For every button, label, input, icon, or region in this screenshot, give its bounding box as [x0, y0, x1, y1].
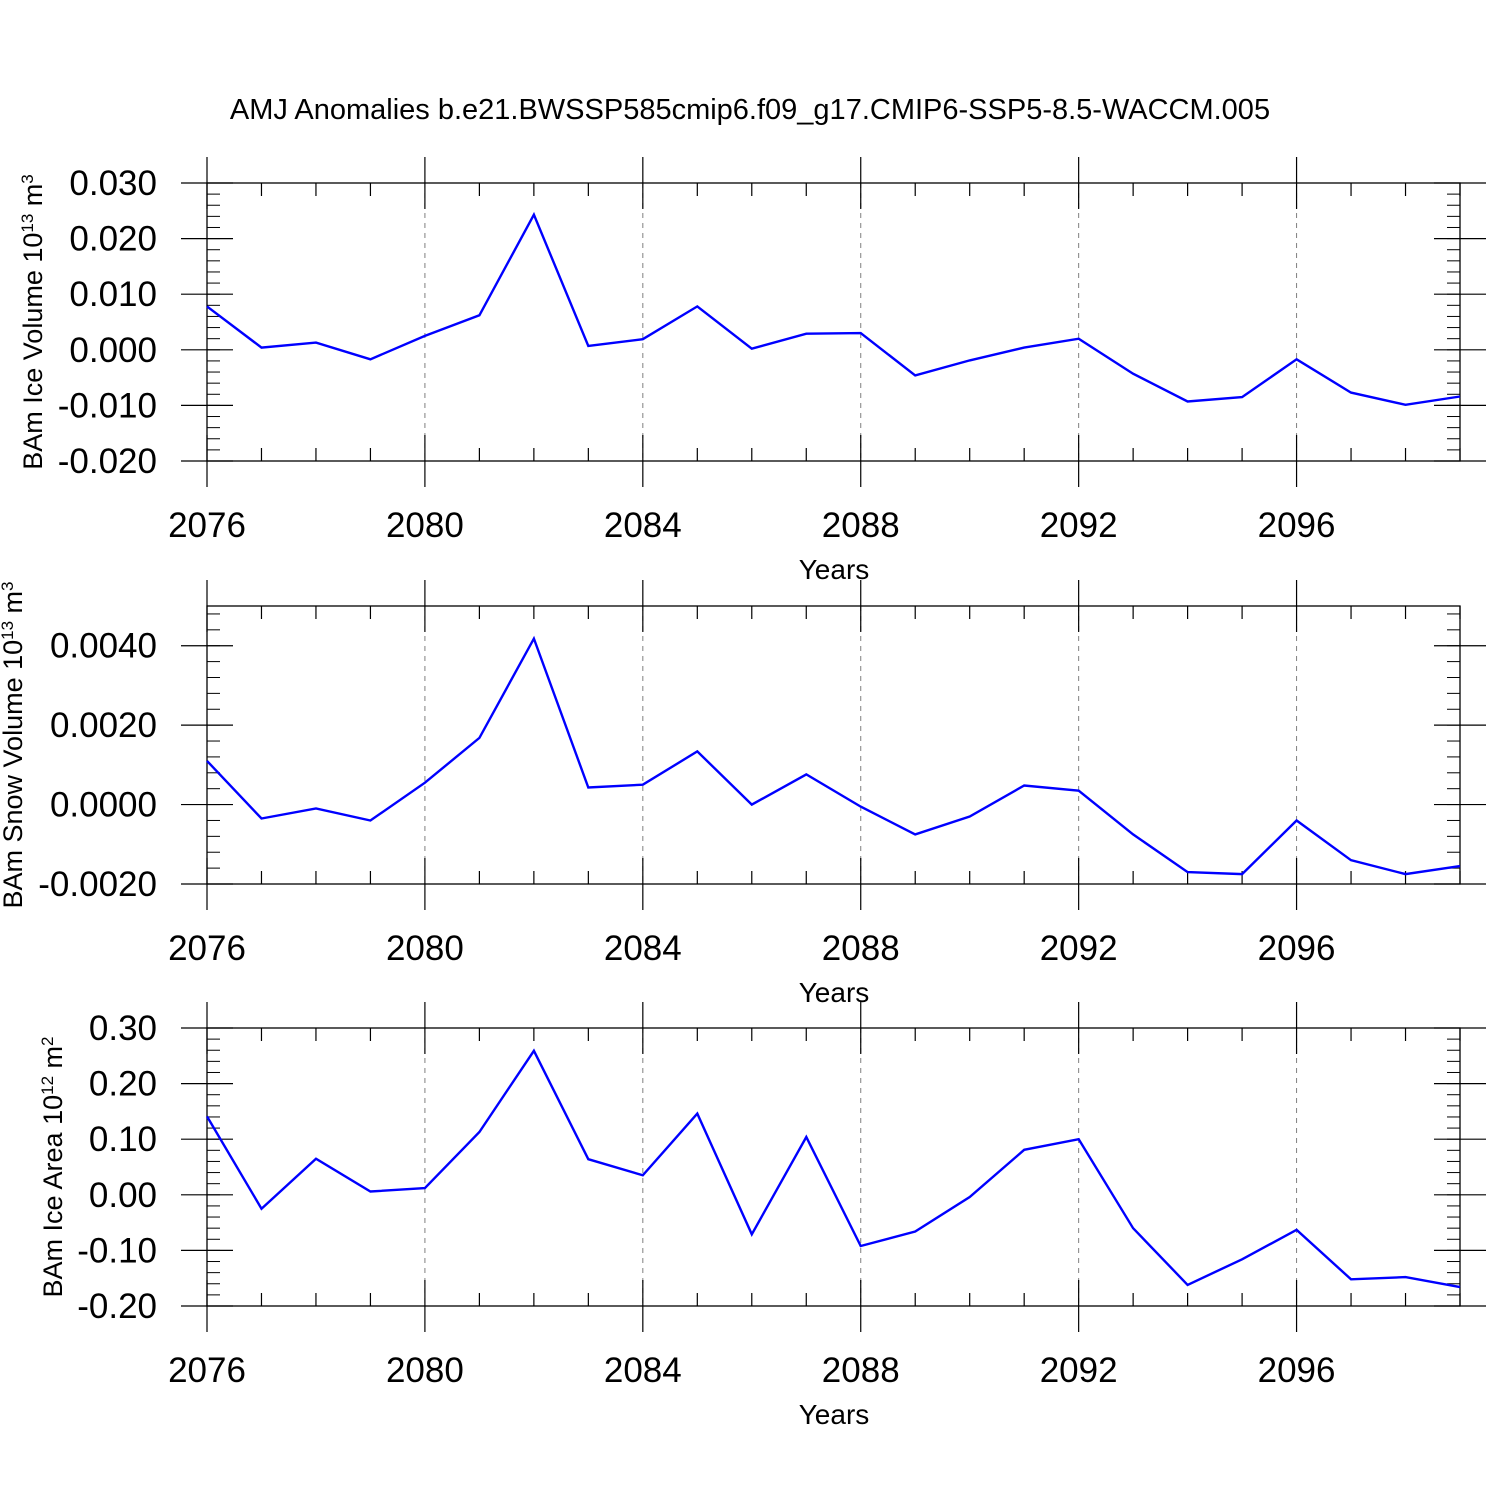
y-tick-label: 0.00 [89, 1176, 157, 1215]
x-tick-label: 2080 [386, 506, 464, 545]
x-tick-label: 2096 [1258, 1351, 1336, 1390]
x-tick-label: 2084 [604, 1351, 682, 1390]
y-axis-label: BAm Ice Volume 1013 m3 [18, 174, 49, 470]
x-tick-label: 2076 [168, 506, 246, 545]
y-tick-label: 0.010 [69, 275, 157, 314]
y-tick-label: 0.0020 [50, 706, 157, 745]
y-axis-label: BAm Snow Volume 1013 m3 [0, 581, 28, 908]
y-tick-label: 0.0000 [50, 786, 157, 825]
y-tick-label: 0.20 [89, 1065, 157, 1104]
panel-2: 2076 2080 2084 2088 2092 2096 Years -0.0020 0.00… [0, 580, 1486, 1008]
y-axis-label: BAm Ice Area 1012 m2 [38, 1037, 69, 1298]
x-axis-label: Years [799, 1399, 870, 1430]
y-tick-label: 0.30 [89, 1009, 157, 1048]
y-tick-label: 0.020 [69, 220, 157, 259]
x-tick-label: 2084 [604, 506, 682, 545]
series-line [205, 1048, 1461, 1289]
y-tick-label: -0.20 [77, 1287, 157, 1326]
chart-title: AMJ Anomalies b.e21.BWSSP585cmip6.f09_g1… [230, 94, 1270, 126]
series-line [206, 635, 1461, 876]
x-tick-label: 2084 [604, 929, 682, 968]
plot-frame [206, 182, 1461, 462]
panel-3: 2076 2080 2084 2088 2092 2096 Years -0.20 -0.10 0… [38, 1002, 1486, 1430]
x-tick-label: 2092 [1040, 1351, 1118, 1390]
panel-1: 2076 2080 2084 2088 2092 2096 Years -0.020 -0.01… [18, 157, 1486, 585]
x-tick-label: 2092 [1040, 506, 1118, 545]
x-axis-label: Years [799, 977, 870, 1008]
x-tick-label: 2080 [386, 1351, 464, 1390]
series-line [206, 211, 1461, 407]
x-tick-label: 2096 [1258, 929, 1336, 968]
x-tick-label: 2076 [168, 1351, 246, 1390]
y-tick-label: 0.030 [69, 164, 157, 203]
x-tick-label: 2080 [386, 929, 464, 968]
y-tick-label: 0.0040 [50, 627, 157, 666]
y-tick-label: 0.10 [89, 1120, 157, 1159]
y-tick-label: -0.010 [58, 386, 157, 425]
y-tick-label: -0.0020 [38, 865, 157, 904]
x-tick-label: 2096 [1258, 506, 1336, 545]
plot-frame [206, 1027, 1461, 1307]
y-tick-label: -0.10 [77, 1231, 157, 1270]
y-tick-label: 0.000 [69, 331, 157, 370]
x-tick-label: 2088 [822, 1351, 900, 1390]
x-tick-label: 2076 [168, 929, 246, 968]
y-tick-label: -0.020 [58, 442, 157, 481]
x-tick-label: 2092 [1040, 929, 1118, 968]
plot-frame [206, 605, 1461, 885]
x-tick-label: 2088 [822, 506, 900, 545]
x-tick-label: 2088 [822, 929, 900, 968]
x-axis-label: Years [799, 554, 870, 585]
